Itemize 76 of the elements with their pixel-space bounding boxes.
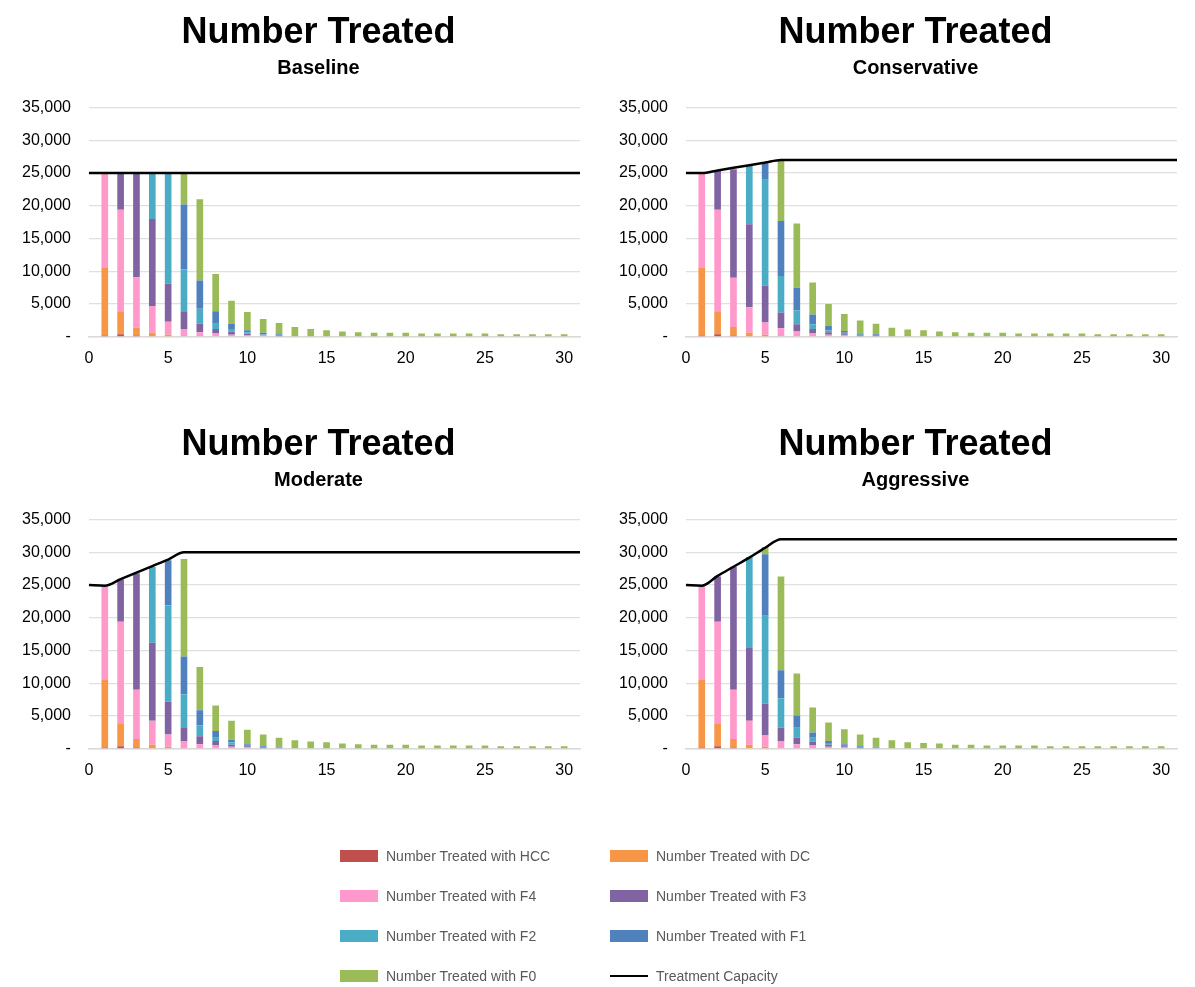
legend-label: Number Treated with DC <box>656 848 811 864</box>
chart-title: Number Treated <box>180 10 457 52</box>
legend-label: Treatment Capacity <box>656 968 778 984</box>
x-tick-label: 0 <box>681 760 691 778</box>
chart-subtitle: Aggressive <box>860 467 971 492</box>
x-tick-label: 10 <box>835 348 854 366</box>
y-tick-label: 5,000 <box>30 294 72 312</box>
y-tick-label: 20,000 <box>619 196 669 214</box>
x-tick-label: 20 <box>993 760 1012 778</box>
chart-title: Number Treated <box>777 422 1054 464</box>
x-tick-label: 0 <box>84 348 94 366</box>
chart-subtitle: Conservative <box>851 55 980 80</box>
chart-subtitle: Baseline <box>276 55 361 80</box>
x-tick-label: 0 <box>84 760 94 778</box>
y-tick-label: - <box>65 739 71 757</box>
legend-label: Number Treated with HCC <box>386 848 551 864</box>
y-tick-label: 35,000 <box>619 510 669 528</box>
legend-label: Number Treated with F3 <box>656 888 807 904</box>
x-tick-label: 30 <box>1152 760 1171 778</box>
y-tick-label: 30,000 <box>22 130 72 148</box>
x-tick-label: 5 <box>760 760 770 778</box>
y-tick-label: 25,000 <box>619 575 669 593</box>
y-tick-label: - <box>65 327 71 345</box>
y-tick-label: 20,000 <box>22 196 72 214</box>
y-tick-label: 15,000 <box>22 640 72 658</box>
x-tick-label: 30 <box>555 348 574 366</box>
chart-subtitle: Moderate <box>273 467 364 492</box>
y-tick-label: 10,000 <box>22 261 72 279</box>
x-tick-label: 20 <box>396 348 415 366</box>
y-tick-label: 30,000 <box>22 542 72 560</box>
legend-label: Number Treated with F1 <box>656 928 807 944</box>
y-tick-label: 5,000 <box>627 706 669 724</box>
y-tick-label: 35,000 <box>619 98 669 116</box>
x-tick-label: 0 <box>681 348 691 366</box>
legend-label: Number Treated with F4 <box>386 888 537 904</box>
x-tick-label: 30 <box>1152 348 1171 366</box>
y-tick-label: - <box>662 327 668 345</box>
x-tick-label: 10 <box>238 760 257 778</box>
x-tick-label: 20 <box>396 760 415 778</box>
y-tick-label: 5,000 <box>627 294 669 312</box>
y-tick-label: 15,000 <box>619 640 669 658</box>
x-tick-label: 25 <box>1073 760 1091 778</box>
x-tick-label: 25 <box>1073 348 1091 366</box>
y-tick-label: 5,000 <box>30 706 72 724</box>
legend-label: Number Treated with F0 <box>386 968 537 984</box>
x-tick-label: 15 <box>317 760 336 778</box>
x-tick-label: 5 <box>163 348 173 366</box>
y-tick-label: 10,000 <box>22 673 72 691</box>
y-tick-label: 25,000 <box>22 575 72 593</box>
y-tick-label: 20,000 <box>619 608 669 626</box>
x-tick-label: 25 <box>476 760 494 778</box>
y-tick-label: 30,000 <box>619 542 669 560</box>
y-tick-label: 25,000 <box>619 163 669 181</box>
y-tick-label: 20,000 <box>22 608 72 626</box>
y-tick-label: 25,000 <box>22 163 72 181</box>
chart-title: Number Treated <box>777 10 1054 52</box>
x-tick-label: 10 <box>835 760 854 778</box>
y-tick-label: 15,000 <box>619 228 669 246</box>
y-tick-label: 35,000 <box>22 510 72 528</box>
x-tick-label: 15 <box>317 348 336 366</box>
y-tick-label: - <box>662 739 668 757</box>
x-tick-label: 20 <box>993 348 1012 366</box>
y-tick-label: 15,000 <box>22 228 72 246</box>
legend-label: Number Treated with F2 <box>386 928 537 944</box>
y-tick-label: 30,000 <box>619 130 669 148</box>
x-tick-label: 15 <box>914 348 933 366</box>
x-tick-label: 10 <box>238 348 257 366</box>
x-tick-label: 30 <box>555 760 574 778</box>
x-tick-label: 5 <box>163 760 173 778</box>
chart-title: Number Treated <box>180 422 457 464</box>
y-tick-label: 35,000 <box>22 98 72 116</box>
y-tick-label: 10,000 <box>619 673 669 691</box>
x-tick-label: 15 <box>914 760 933 778</box>
x-tick-label: 25 <box>476 348 494 366</box>
x-tick-label: 5 <box>760 348 770 366</box>
y-tick-label: 10,000 <box>619 261 669 279</box>
